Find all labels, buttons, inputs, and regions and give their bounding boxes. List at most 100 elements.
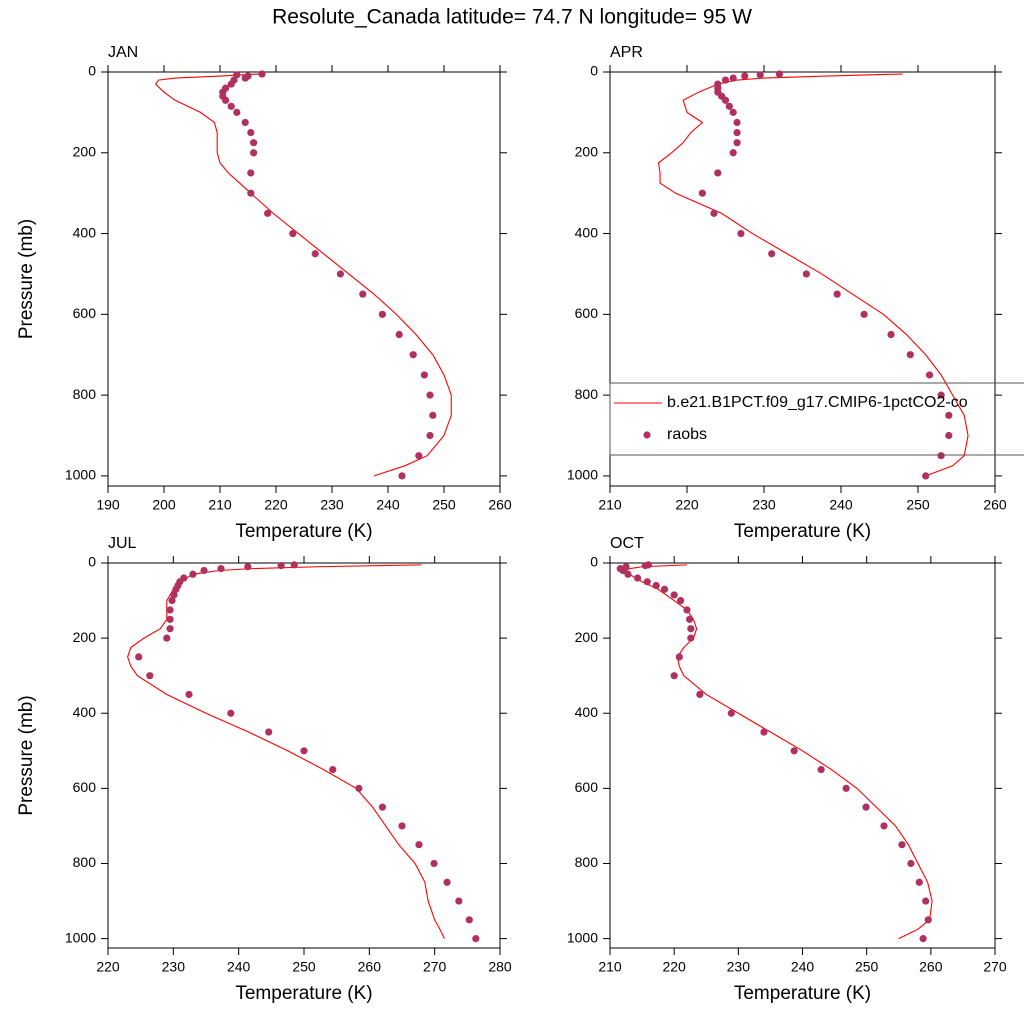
raobs-point [622,563,630,571]
plot-frame [107,71,501,487]
y-axis-label: Pressure (mb) [16,695,37,815]
raobs-point [398,472,406,480]
raobs-point [696,690,704,699]
raobs-point [426,431,434,440]
y-axis-label: Pressure (mb) [16,219,37,339]
raobs-point [409,351,417,359]
y-tick-label: 400 [73,704,97,720]
raobs-point [670,672,678,680]
raobs-point [415,452,423,460]
raobs-point [760,728,768,736]
x-axis-label: Temperature (K) [235,983,372,1004]
raobs-point [721,76,730,84]
y-tick-label: 1000 [65,467,96,483]
raobs-point [415,841,423,849]
x-tick-label: 260 [358,959,382,975]
raobs-point [880,822,888,830]
y-tick-label: 800 [575,854,599,870]
raobs-point [227,709,235,717]
y-tick-label: 0 [88,554,96,570]
raobs-point [898,841,906,849]
raobs-point [729,74,737,82]
raobs-point [817,765,825,774]
raobs-point [146,672,154,680]
y-tick-label: 600 [575,305,599,321]
y-tick-label: 400 [73,224,97,240]
raobs-point [842,784,850,792]
x-tick-label: 230 [162,959,186,975]
x-tick-label: 260 [919,959,943,975]
raobs-point [420,371,428,379]
plot-frame [609,562,996,949]
raobs-point [163,634,171,642]
raobs-point [166,625,174,633]
figure-title: Resolute_Canada latitude= 74.7 N longitu… [272,6,752,29]
raobs-point [250,149,258,157]
panel-title: APR [610,44,643,61]
model-line [127,564,445,939]
raobs-point [355,784,363,792]
x-tick-label: 210 [208,497,232,513]
raobs-point [300,747,308,755]
y-tick-label: 800 [73,386,97,402]
x-axis-label: Temperature (K) [235,521,372,542]
x-tick-label: 260 [488,497,512,513]
raobs-point [265,728,273,736]
raobs-point [472,935,480,943]
panel-title: JAN [108,44,138,61]
y-tick-label: 1000 [567,929,598,945]
raobs-point [378,310,386,318]
raobs-point [426,391,434,399]
raobs-point [937,452,945,460]
raobs-point [170,591,178,599]
raobs-point [233,71,241,79]
raobs-point [768,250,776,258]
raobs-point [643,578,651,586]
raobs-point [725,102,733,110]
raobs-point [429,411,437,419]
raobs-point [166,615,174,623]
x-axis-label: Temperature (K) [734,983,871,1004]
raobs-point [670,591,678,599]
raobs-point [675,653,683,661]
raobs-point [277,562,285,570]
y-tick-label: 800 [73,854,97,870]
raobs-point [714,80,722,88]
raobs-point [775,70,784,78]
x-tick-label: 210 [598,497,622,513]
y-tick-label: 200 [575,143,599,159]
raobs-point [924,916,932,924]
raobs-point [915,878,923,886]
panel-title: OCT [610,535,644,552]
x-tick-label: 220 [96,959,120,975]
raobs-point [168,596,176,605]
x-tick-label: 270 [423,959,447,975]
raobs-point [862,803,870,811]
x-tick-label: 260 [983,497,1007,513]
raobs-point [887,330,895,339]
y-tick-label: 0 [590,63,598,79]
x-tick-label: 210 [598,959,622,975]
y-tick-label: 1000 [567,467,598,483]
raobs-point [906,351,914,359]
raobs-point [465,916,473,924]
raobs-point [683,606,691,614]
x-tick-label: 280 [488,959,512,975]
raobs-point [289,229,297,238]
y-tick-label: 1000 [65,929,96,945]
x-tick-label: 230 [320,497,344,513]
raobs-point [633,574,642,582]
raobs-point [922,897,930,905]
x-tick-label: 220 [662,959,686,975]
raobs-point [258,70,266,78]
x-tick-label: 250 [906,497,930,513]
y-tick-label: 400 [575,224,599,240]
raobs-point [737,229,745,238]
legend-label: b.e21.B1PCT.f09_g17.CMIP6-1pctCO2-co [667,394,968,411]
raobs-point [395,330,403,339]
raobs-point [802,270,810,278]
raobs-point [244,563,252,571]
model-line [154,73,452,477]
raobs-point [233,108,241,116]
